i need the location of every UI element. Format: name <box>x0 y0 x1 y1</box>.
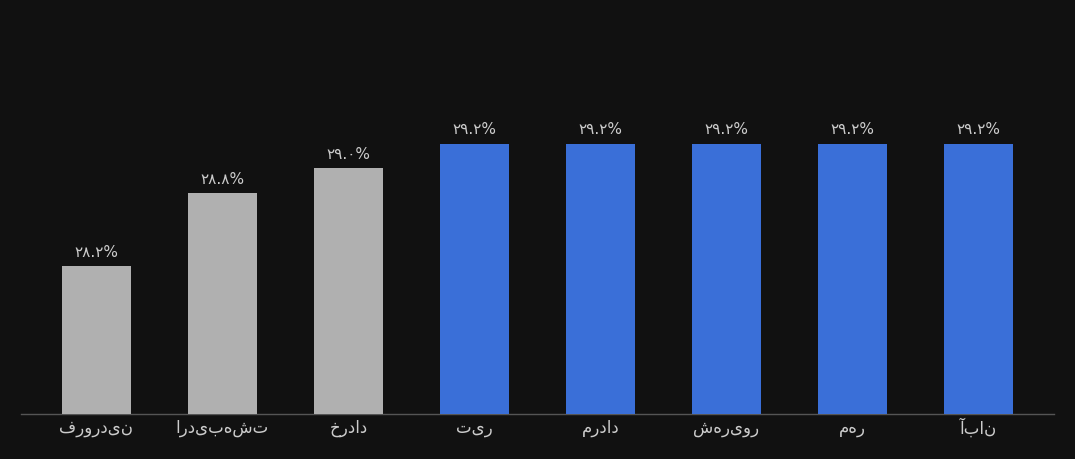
Bar <box>818 144 887 459</box>
Bar <box>61 266 131 459</box>
Bar <box>440 144 510 459</box>
Text: ۲۹.۲%: ۲۹.۲% <box>957 123 1001 138</box>
Text: ۲۸.۸%: ۲۸.۸% <box>200 172 244 187</box>
Bar <box>692 144 761 459</box>
Text: ۲۹.۲%: ۲۹.۲% <box>578 123 622 138</box>
Text: ۲۹.۰%: ۲۹.۰% <box>327 147 371 162</box>
Text: ۲۸.۲%: ۲۸.۲% <box>74 245 118 260</box>
Text: ۲۹.۲%: ۲۹.۲% <box>453 123 497 138</box>
Bar <box>314 168 383 459</box>
Bar <box>944 144 1014 459</box>
Bar <box>565 144 635 459</box>
Text: ۲۹.۲%: ۲۹.۲% <box>704 123 748 138</box>
Bar <box>188 193 257 459</box>
Text: ۲۹.۲%: ۲۹.۲% <box>831 123 875 138</box>
